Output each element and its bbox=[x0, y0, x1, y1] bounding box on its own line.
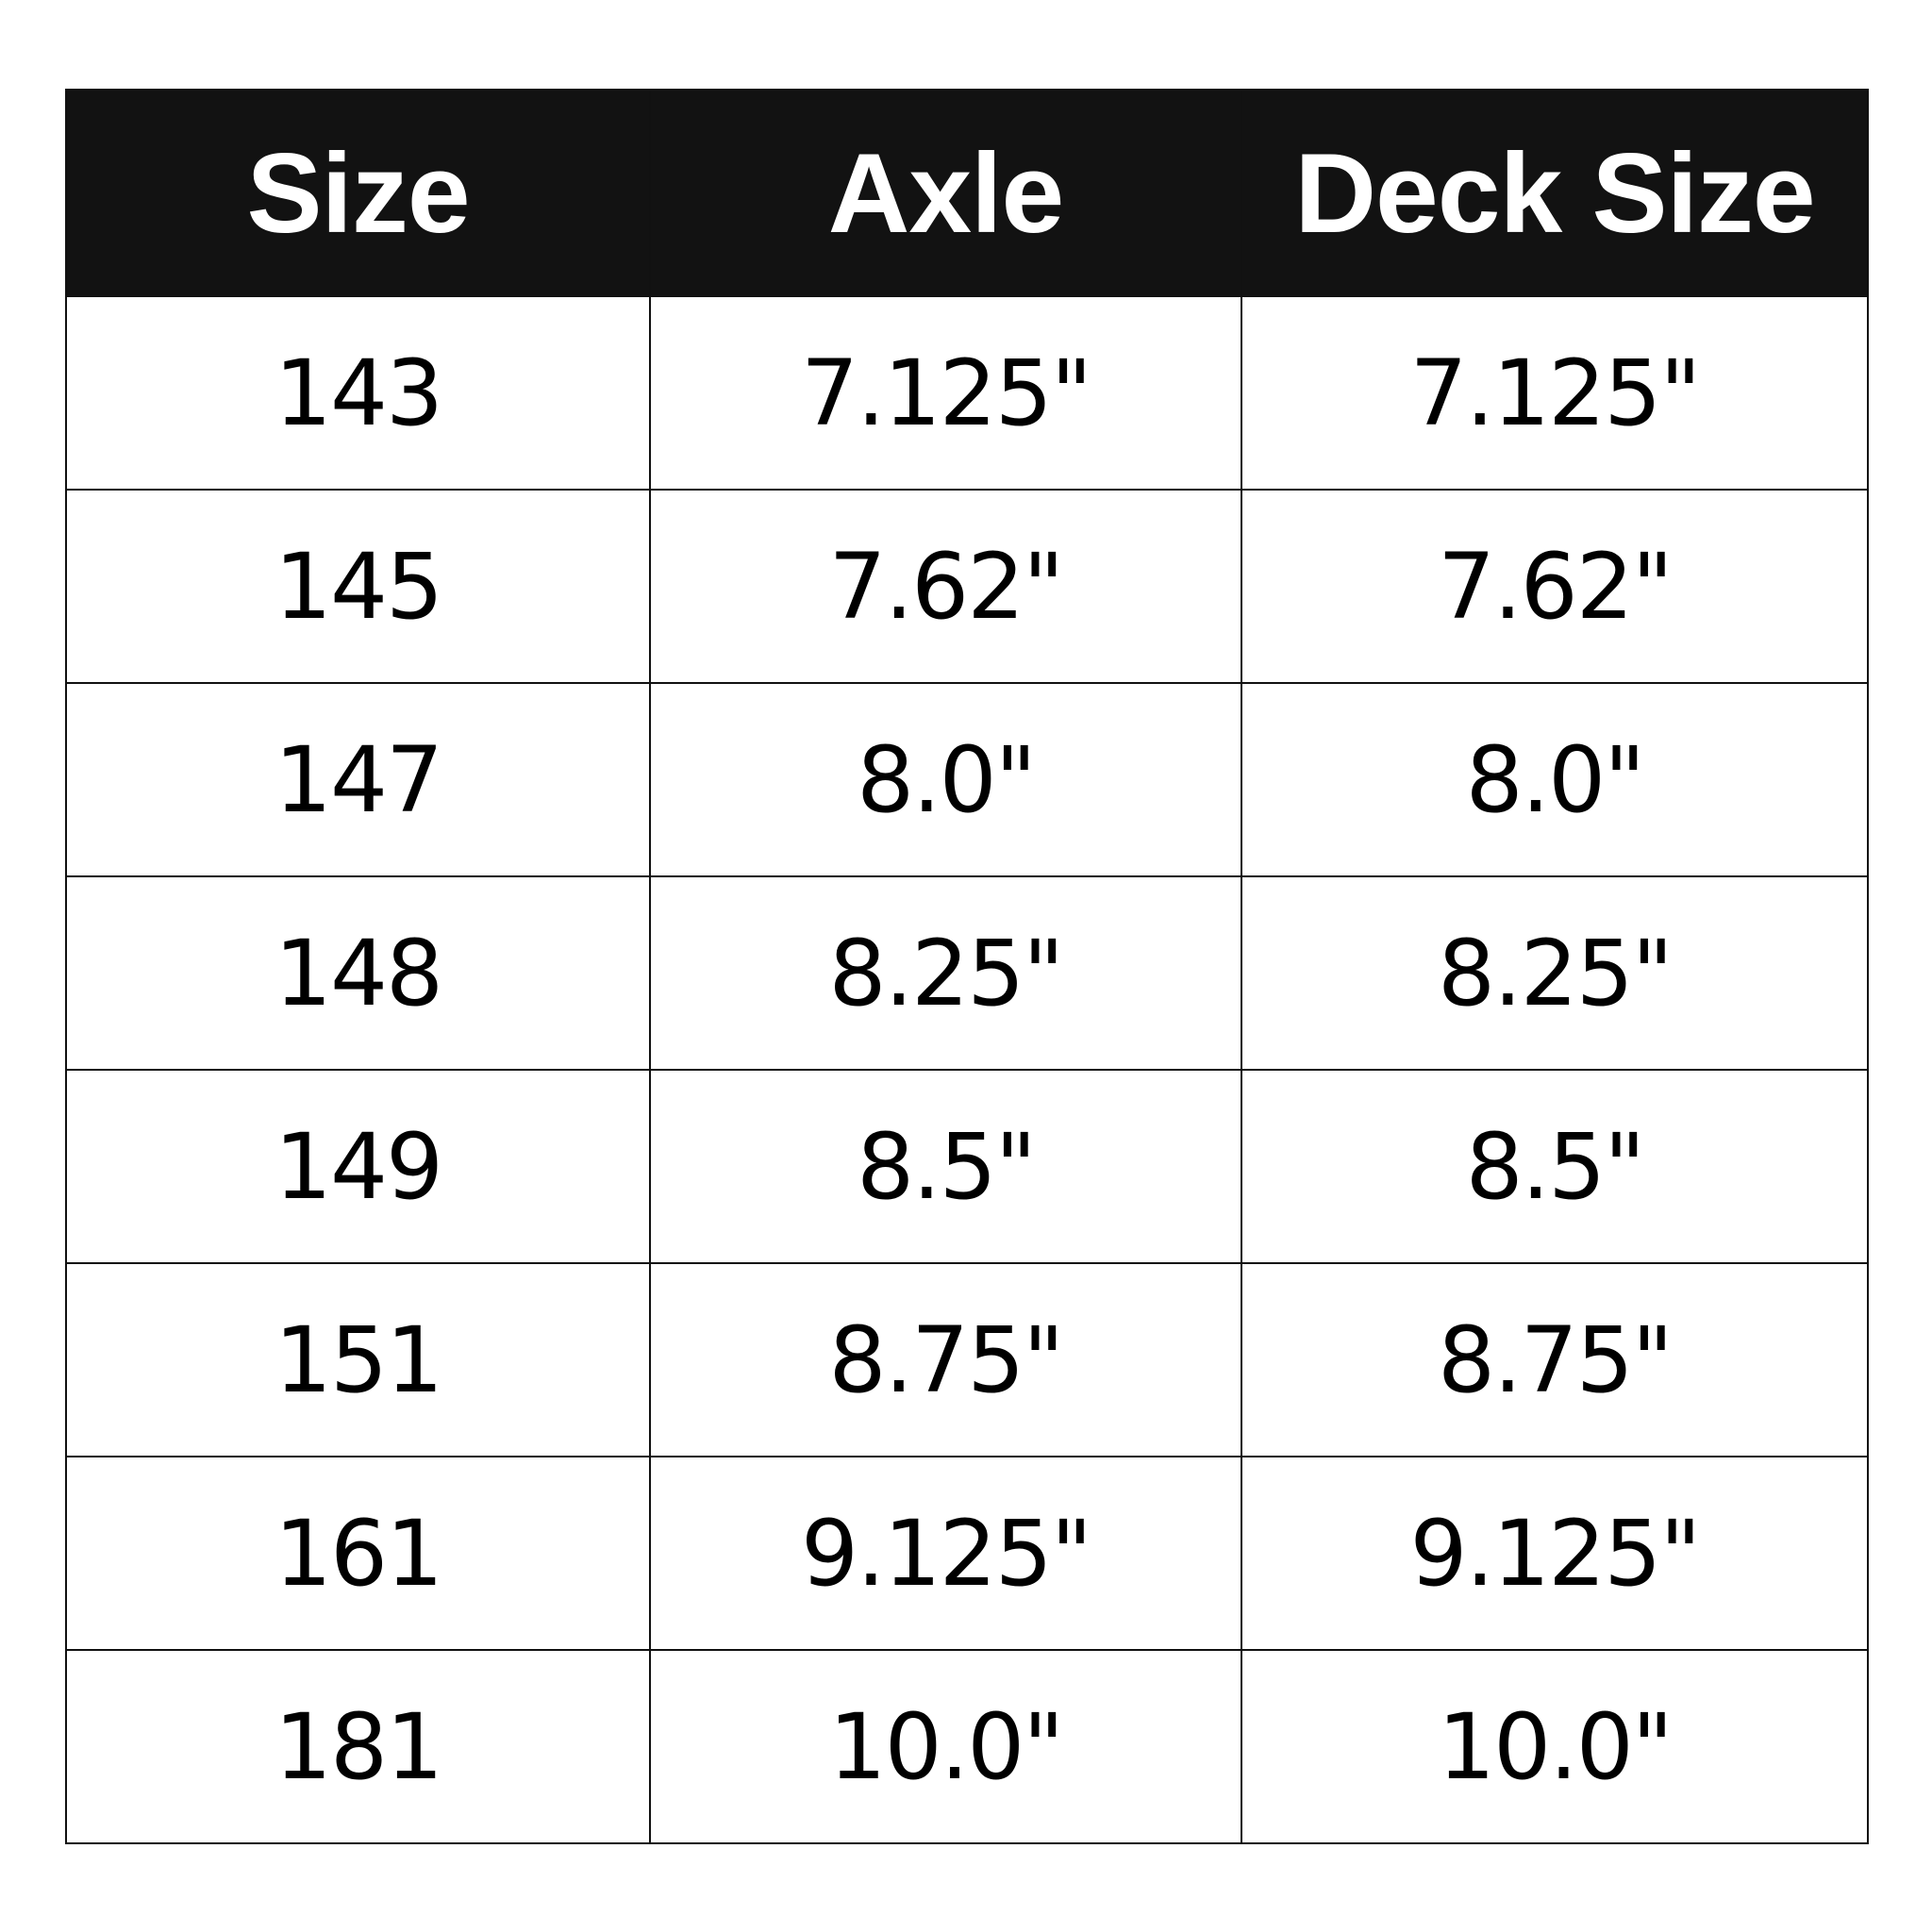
axle-cell: 8.0" bbox=[649, 682, 1242, 877]
size-cell: 147 bbox=[65, 682, 651, 877]
header-deck-size: Deck Size bbox=[1241, 89, 1869, 297]
size-chart-table: Size Axle Deck Size 143 7.125" 7.125" 145 7.… bbox=[65, 89, 1869, 1844]
deck-size-cell: 10.0" bbox=[1241, 1649, 1869, 1844]
header-size: Size bbox=[65, 89, 651, 297]
table-row: 143 7.125" 7.125" bbox=[65, 295, 1869, 491]
deck-size-cell: 8.5" bbox=[1241, 1069, 1869, 1264]
axle-cell: 7.125" bbox=[649, 295, 1242, 491]
axle-cell: 7.62" bbox=[649, 489, 1242, 684]
size-cell: 149 bbox=[65, 1069, 651, 1264]
deck-size-cell: 8.75" bbox=[1241, 1262, 1869, 1457]
header-axle: Axle bbox=[649, 89, 1242, 297]
deck-size-cell: 7.62" bbox=[1241, 489, 1869, 684]
size-cell: 145 bbox=[65, 489, 651, 684]
table-row: 147 8.0" 8.0" bbox=[65, 682, 1869, 877]
size-cell: 181 bbox=[65, 1649, 651, 1844]
axle-cell: 8.75" bbox=[649, 1262, 1242, 1457]
axle-cell: 8.5" bbox=[649, 1069, 1242, 1264]
header-row: Size Axle Deck Size bbox=[65, 89, 1869, 297]
size-cell: 143 bbox=[65, 295, 651, 491]
table-row: 148 8.25" 8.25" bbox=[65, 875, 1869, 1071]
deck-size-cell: 7.125" bbox=[1241, 295, 1869, 491]
table-row: 145 7.62" 7.62" bbox=[65, 489, 1869, 684]
table-row: 181 10.0" 10.0" bbox=[65, 1649, 1869, 1844]
deck-size-cell: 8.0" bbox=[1241, 682, 1869, 877]
table-row: 151 8.75" 8.75" bbox=[65, 1262, 1869, 1457]
size-cell: 151 bbox=[65, 1262, 651, 1457]
axle-cell: 9.125" bbox=[649, 1456, 1242, 1651]
size-cell: 148 bbox=[65, 875, 651, 1071]
axle-cell: 8.25" bbox=[649, 875, 1242, 1071]
table-row: 161 9.125" 9.125" bbox=[65, 1456, 1869, 1651]
size-cell: 161 bbox=[65, 1456, 651, 1651]
deck-size-cell: 9.125" bbox=[1241, 1456, 1869, 1651]
table-row: 149 8.5" 8.5" bbox=[65, 1069, 1869, 1264]
deck-size-cell: 8.25" bbox=[1241, 875, 1869, 1071]
axle-cell: 10.0" bbox=[649, 1649, 1242, 1844]
